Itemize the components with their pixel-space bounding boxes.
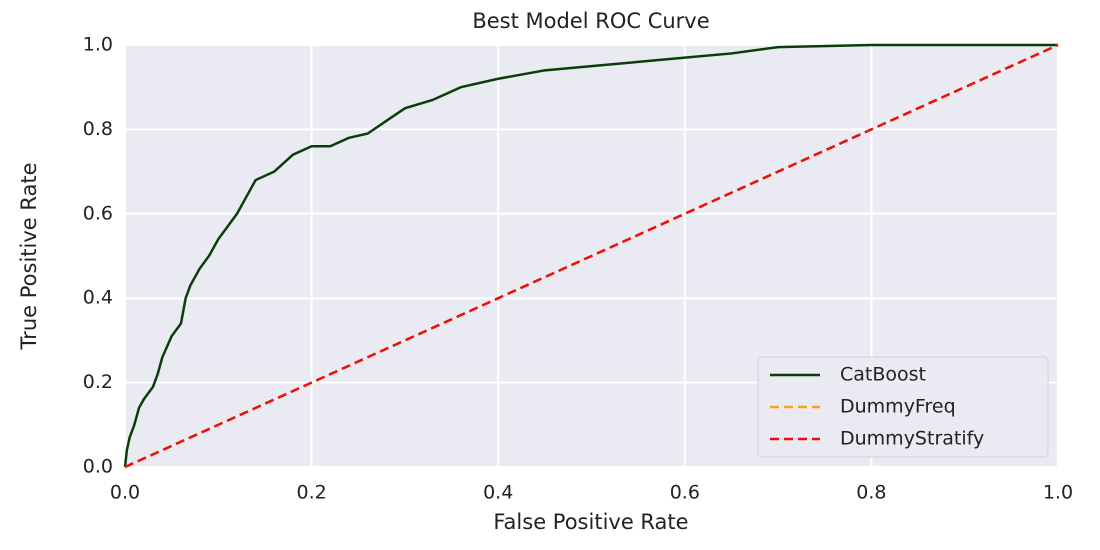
x-tick-label: 0.4 xyxy=(483,482,513,504)
legend-label: CatBoost xyxy=(840,364,926,386)
y-tick-label: 1.0 xyxy=(83,34,113,56)
y-tick-label: 0.4 xyxy=(83,287,113,309)
y-axis-label: True Positive Rate xyxy=(17,162,41,350)
x-tick-label: 0.0 xyxy=(110,482,140,504)
y-tick-label: 0.2 xyxy=(83,371,113,393)
legend-box xyxy=(757,356,1049,458)
x-tick-label: 0.2 xyxy=(296,482,326,504)
legend-label: DummyFreq xyxy=(840,396,956,418)
x-tick-label: 1.0 xyxy=(1043,482,1073,504)
y-tick-label: 0.8 xyxy=(83,118,113,140)
y-tick-label: 0.0 xyxy=(83,456,113,478)
x-axis-label: False Positive Rate xyxy=(493,510,688,534)
x-tick-label: 0.6 xyxy=(670,482,700,504)
legend-label: DummyStratify xyxy=(840,428,984,450)
chart-title: Best Model ROC Curve xyxy=(472,9,709,33)
roc-line xyxy=(123,43,1058,468)
y-tick-label: 0.6 xyxy=(83,202,113,224)
roc-line xyxy=(124,43,1059,469)
x-tick-label: 0.8 xyxy=(856,482,886,504)
